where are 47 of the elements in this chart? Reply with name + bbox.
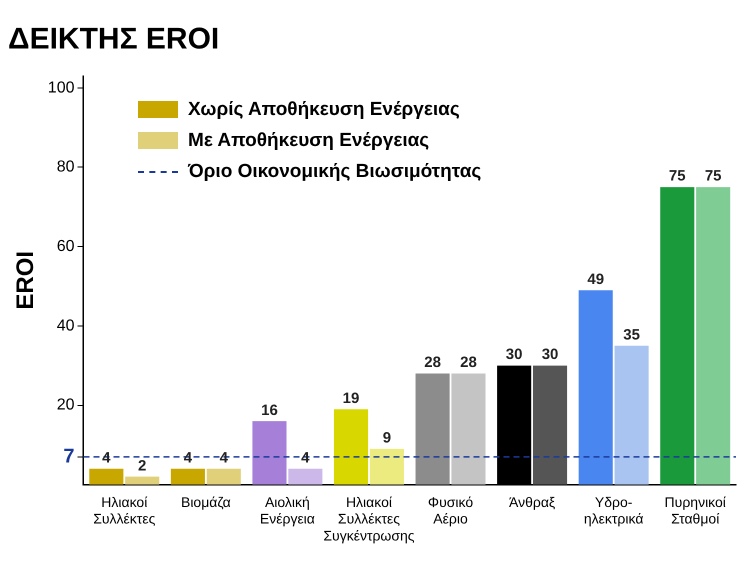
data-label: 19 bbox=[342, 390, 360, 407]
data-label: 75 bbox=[668, 168, 686, 185]
y-tick-label: 20 bbox=[56, 396, 75, 414]
y-tick-label: 40 bbox=[56, 317, 75, 334]
data-label: 28 bbox=[460, 354, 477, 372]
bar bbox=[89, 468, 124, 485]
bar bbox=[696, 187, 730, 485]
x-tick-label: Βιομάζα bbox=[180, 494, 231, 510]
legend-label: Με Αποθήκευση Ενέργειας bbox=[188, 129, 430, 153]
data-label: 9 bbox=[382, 430, 392, 447]
x-tick-label: Πυρηνικοί Σταθμοί bbox=[664, 494, 726, 527]
bar bbox=[252, 421, 287, 485]
bar bbox=[451, 374, 486, 485]
y-tick-label: 7 bbox=[63, 445, 74, 468]
data-label: 35 bbox=[623, 326, 640, 344]
chart-title: ΔΕΙΚΤΗΣ EROI bbox=[8, 22, 220, 56]
x-tick-label: Ηλιακοί Συλλέκτες bbox=[93, 494, 156, 527]
bar bbox=[416, 374, 450, 485]
y-tick-label: 60 bbox=[56, 238, 75, 255]
x-tick-label: Αιολική Ενέργεια bbox=[260, 494, 315, 527]
legend-label: Χωρίς Αποθήκευση Ενέργειας bbox=[188, 98, 460, 122]
x-tick-label: Υδρο-ηλεκτρικά bbox=[584, 494, 644, 527]
data-label: 30 bbox=[542, 346, 558, 364]
bar bbox=[206, 468, 241, 485]
legend-label: Όριο Οικονομικής Βιωσιμότητας bbox=[188, 160, 482, 184]
bar bbox=[334, 409, 368, 485]
y-axis-title: EROI bbox=[12, 250, 40, 310]
bar bbox=[578, 290, 613, 485]
data-label: 75 bbox=[704, 168, 722, 185]
bar bbox=[125, 476, 160, 485]
data-label: 49 bbox=[587, 270, 604, 288]
x-tick-label: Άνθραξ bbox=[508, 494, 556, 510]
data-label: 4 bbox=[220, 449, 229, 466]
data-label: 16 bbox=[261, 402, 278, 419]
bar bbox=[370, 448, 404, 485]
y-tick-label: 100 bbox=[48, 79, 75, 96]
data-label: 28 bbox=[424, 354, 441, 372]
bar bbox=[660, 187, 694, 485]
y-tick-label: 80 bbox=[56, 158, 75, 176]
bar bbox=[532, 366, 568, 485]
data-label: 30 bbox=[506, 346, 522, 364]
bar bbox=[170, 468, 205, 485]
x-tick-label: Φυσικό Αέριο bbox=[428, 494, 474, 527]
bar bbox=[614, 346, 649, 485]
bar bbox=[288, 468, 322, 485]
x-tick-label: Ηλιακοί Συλλέκτες Συγκέντρωσης bbox=[323, 494, 415, 544]
data-label: 2 bbox=[138, 457, 146, 474]
